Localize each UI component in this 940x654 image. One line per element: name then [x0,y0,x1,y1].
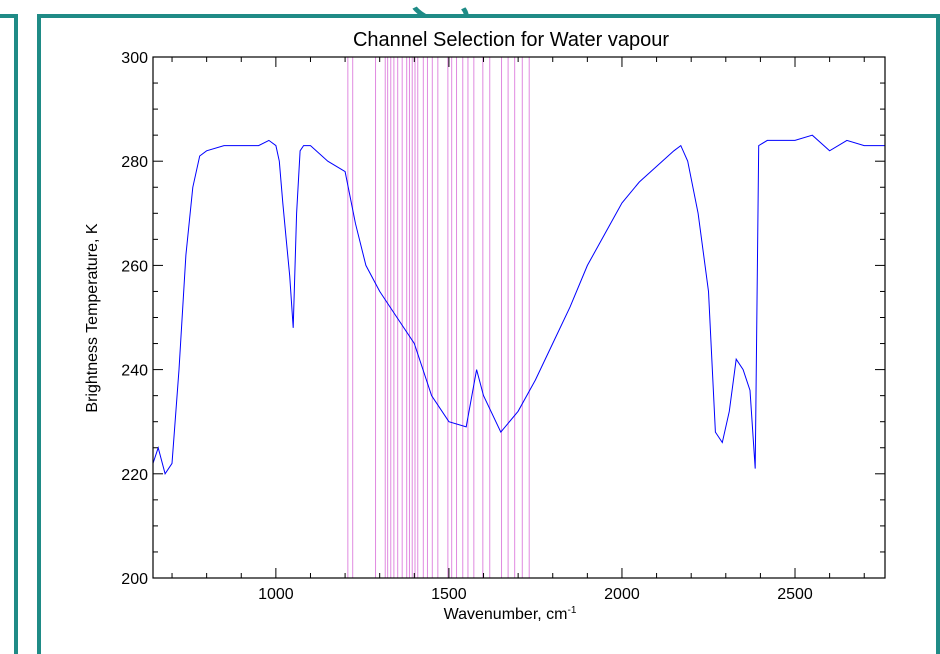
left-panel-frame [0,14,18,654]
y-axis-title: Brightness Temperature, K [84,223,101,412]
axis-tick-labels-layer: 1000 1500 2000 2500 200 220 240 260 280 300 [121,50,813,603]
y-tick-label: 240 [121,363,148,380]
chart-title: Channel Selection for Water vapour [353,29,669,51]
y-tick-label: 220 [121,467,148,484]
x-axis-title: Wavenumber, cm-1 [444,605,577,623]
series-line-brightness-temperature [152,134,885,476]
plot-area-frame [152,56,886,579]
chart-panel-frame [37,14,940,654]
y-tick-label: 280 [121,154,148,171]
axis-ticks-layer [153,56,885,578]
x-tick-label: 2000 [604,586,640,603]
y-tick-label: 300 [121,50,148,67]
channel-lines-layer [347,57,530,578]
x-tick-label: 1000 [258,586,294,603]
y-tick-label: 260 [121,258,148,275]
y-tick-label: 200 [121,571,148,588]
x-tick-label: 2500 [777,586,813,603]
x-tick-label: 1500 [431,586,467,603]
